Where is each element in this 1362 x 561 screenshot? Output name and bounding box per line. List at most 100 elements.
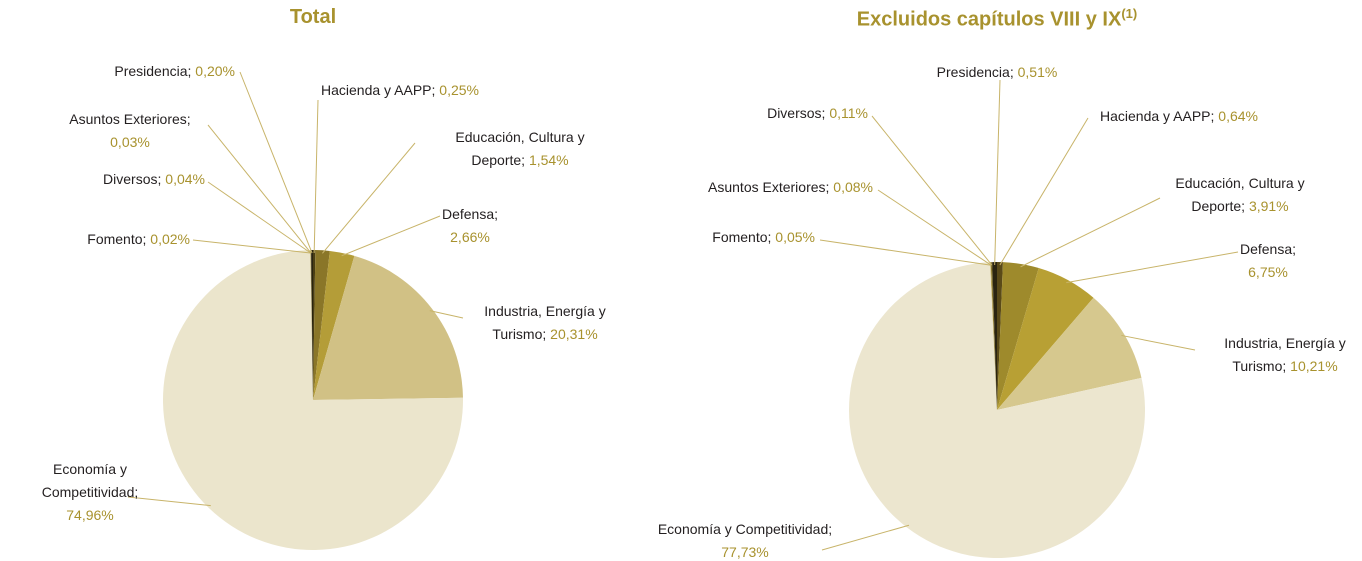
chart-title: Excluidos capítulos VIII y IX(1): [747, 6, 1247, 32]
leader-line: [127, 496, 211, 507]
data-label: Defensa; 2,66%: [430, 203, 510, 249]
label-separator: ;: [1241, 198, 1246, 214]
label-name: Hacienda y AAPP: [1100, 108, 1211, 124]
label-value: 0,08%: [833, 179, 873, 195]
label-value: 0,25%: [439, 82, 479, 98]
label-separator: ;: [542, 326, 547, 342]
label-separator: ;: [186, 111, 191, 127]
leader-line: [192, 239, 311, 254]
pie-slice: [990, 262, 997, 410]
leader-line: [313, 99, 319, 254]
pie-slice: [313, 250, 355, 400]
label-value: 0,02%: [150, 231, 190, 247]
data-label: Asuntos Exteriores; 0,08%: [653, 176, 873, 199]
label-separator: ;: [142, 231, 147, 247]
label-separator: ;: [1282, 358, 1287, 374]
label-separator: ;: [1009, 64, 1014, 80]
label-name: Diversos: [103, 171, 158, 187]
label-separator: ;: [157, 171, 162, 187]
label-separator: ;: [494, 206, 499, 222]
data-label: Fomento; 0,02%: [0, 228, 190, 251]
data-label: Presidencia; 0,20%: [15, 60, 235, 83]
title-text: Excluidos capítulos VIII y IX: [856, 8, 1122, 31]
data-label: Economía y Competitividad; 74,96%: [30, 458, 150, 527]
pie-slice: [990, 262, 997, 410]
leader-line: [341, 215, 441, 257]
label-value: 1,54%: [528, 152, 569, 168]
label-name: Presidencia: [936, 64, 1010, 80]
label-value: 0,64%: [1218, 108, 1258, 124]
pie-slice: [311, 250, 313, 400]
leader-line: [821, 524, 910, 551]
data-label: Hacienda y AAPP; 0,25%: [275, 79, 525, 102]
data-label: Defensa; 6,75%: [1228, 238, 1308, 284]
pie-slice: [313, 250, 316, 400]
label-separator: ;: [187, 63, 192, 79]
chart-title: Total: [63, 6, 563, 29]
pie-slice: [310, 250, 313, 400]
label-name: Hacienda y AAPP: [321, 82, 432, 98]
data-label: Presidencia; 0,51%: [897, 61, 1097, 84]
label-name: Economía y Competitividad: [657, 521, 829, 537]
label-name: Fomento: [87, 231, 143, 247]
pie-slice: [997, 262, 1039, 410]
leader-line: [1020, 197, 1161, 268]
data-label: Fomento; 0,05%: [615, 226, 815, 249]
label-name: Asuntos Exteriores: [708, 179, 826, 195]
data-label: Economía y Competitividad; 77,73%: [645, 518, 845, 561]
label-name: Defensa: [1239, 241, 1293, 257]
label-value: 2,66%: [450, 229, 490, 245]
label-separator: ;: [1292, 241, 1297, 257]
leader-line: [1121, 334, 1196, 351]
label-separator: ;: [828, 521, 833, 537]
label-value: 10,21%: [1290, 358, 1338, 374]
label-name: Industria, Energía y Turismo: [484, 303, 606, 342]
label-name: Presidencia: [114, 63, 188, 79]
label-name: Educación, Cultura y Deporte: [455, 129, 585, 168]
leader-line: [1066, 251, 1239, 284]
data-label: Hacienda y AAPP; 0,64%: [1100, 105, 1320, 128]
pie-slice: [997, 297, 1142, 410]
data-label: Diversos; 0,04%: [5, 168, 205, 191]
data-label: Asuntos Exteriores; 0,03%: [55, 108, 205, 154]
leader-line: [994, 79, 1001, 265]
pie-slice: [310, 250, 313, 400]
pie-slice: [313, 250, 330, 400]
pie-slice: [310, 250, 313, 400]
label-separator: ;: [134, 484, 139, 500]
leader-line: [871, 115, 993, 266]
label-name: Educación, Cultura y Deporte: [1175, 175, 1305, 214]
label-value: 74,96%: [66, 507, 114, 523]
leader-line: [322, 142, 416, 254]
pie-slice: [849, 262, 1145, 558]
data-label: Industria, Energía y Turismo; 20,31%: [460, 300, 630, 346]
pie-slice: [162, 250, 464, 550]
label-value: 0,05%: [775, 229, 815, 245]
label-value: 0,04%: [165, 171, 205, 187]
label-separator: ;: [431, 82, 436, 98]
label-value: 3,91%: [1248, 198, 1289, 214]
leader-line: [877, 189, 992, 266]
data-label: Industria, Energía y Turismo; 10,21%: [1200, 332, 1362, 378]
data-label: Educación, Cultura y Deporte; 1,54%: [430, 126, 610, 172]
pie-slice: [992, 262, 997, 410]
leader-line: [207, 124, 312, 254]
data-label: Educación, Cultura y Deporte; 3,91%: [1150, 172, 1330, 218]
pie-slice: [997, 262, 1003, 410]
label-name: Fomento: [712, 229, 768, 245]
label-name: Diversos: [767, 105, 822, 121]
label-name: Defensa: [441, 206, 495, 222]
label-separator: ;: [521, 152, 526, 168]
data-label: Diversos; 0,11%: [668, 102, 868, 125]
label-value: 20,31%: [550, 326, 598, 342]
title-note: (1): [1121, 6, 1138, 21]
label-separator: ;: [1210, 108, 1215, 124]
label-name: Economía y Competitividad: [41, 461, 135, 500]
pie-slice: [313, 255, 463, 400]
pie-slice: [991, 262, 997, 410]
label-value: 77,73%: [721, 544, 769, 560]
label-value: 0,03%: [110, 134, 150, 150]
label-name: Industria, Energía y Turismo: [1224, 335, 1346, 374]
